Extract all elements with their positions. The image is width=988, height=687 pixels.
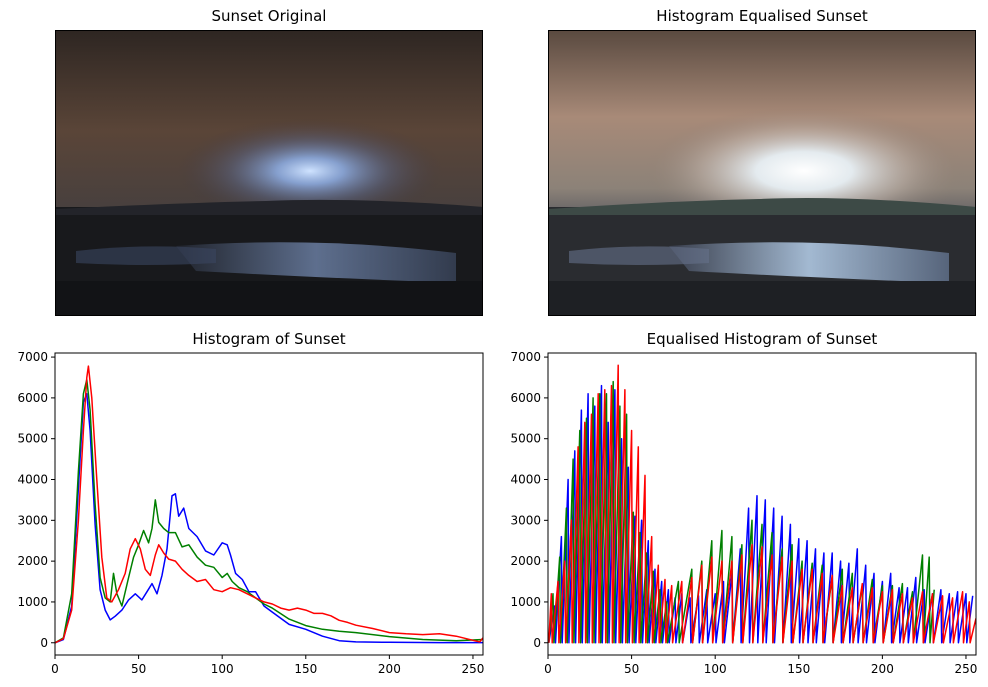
y-tick-label: 3000: [510, 513, 541, 527]
series-line-1-1: [548, 380, 935, 644]
series-line-0-2: [55, 365, 483, 644]
sunset-equalised-image: [548, 30, 976, 316]
sunset-original-image: [55, 30, 483, 316]
plot-frame: [547, 352, 977, 656]
series-line-1-0: [548, 384, 974, 644]
y-tick-label: 5000: [510, 432, 541, 446]
x-tick-label: 50: [624, 662, 639, 676]
x-tick-label: 100: [211, 662, 234, 676]
x-tick-label: 0: [544, 662, 552, 676]
y-tick-label: 7000: [17, 350, 48, 364]
equalised-photo-title: Histogram Equalised Sunset: [656, 7, 868, 25]
y-tick-label: 2000: [17, 554, 48, 568]
series-line-1-2: [548, 364, 976, 644]
x-tick-label: 200: [871, 662, 894, 676]
x-tick-label: 250: [462, 662, 485, 676]
y-tick-label: 6000: [510, 391, 541, 405]
y-tick-label: 4000: [17, 473, 48, 487]
series-line-0-1: [55, 378, 483, 644]
y-tick-label: 1000: [17, 595, 48, 609]
histogram-title: Histogram of Sunset: [192, 330, 346, 348]
y-tick-label: 4000: [510, 473, 541, 487]
x-tick-label: 250: [955, 662, 978, 676]
series-line-0-0: [55, 393, 483, 644]
y-tick-label: 0: [40, 636, 48, 650]
y-tick-label: 6000: [17, 391, 48, 405]
y-tick-label: 2000: [510, 554, 541, 568]
y-tick-label: 5000: [17, 432, 48, 446]
x-tick-label: 0: [51, 662, 59, 676]
y-tick-label: 0: [533, 636, 541, 650]
x-tick-label: 150: [294, 662, 317, 676]
x-tick-label: 200: [378, 662, 401, 676]
x-tick-label: 150: [787, 662, 810, 676]
y-tick-label: 3000: [17, 513, 48, 527]
y-tick-label: 7000: [510, 350, 541, 364]
equalised-histogram-title: Equalised Histogram of Sunset: [646, 330, 878, 348]
original-photo-title: Sunset Original: [211, 7, 327, 25]
y-tick-label: 1000: [510, 595, 541, 609]
x-tick-label: 50: [131, 662, 146, 676]
plot-frame: [54, 352, 484, 656]
x-tick-label: 100: [704, 662, 727, 676]
